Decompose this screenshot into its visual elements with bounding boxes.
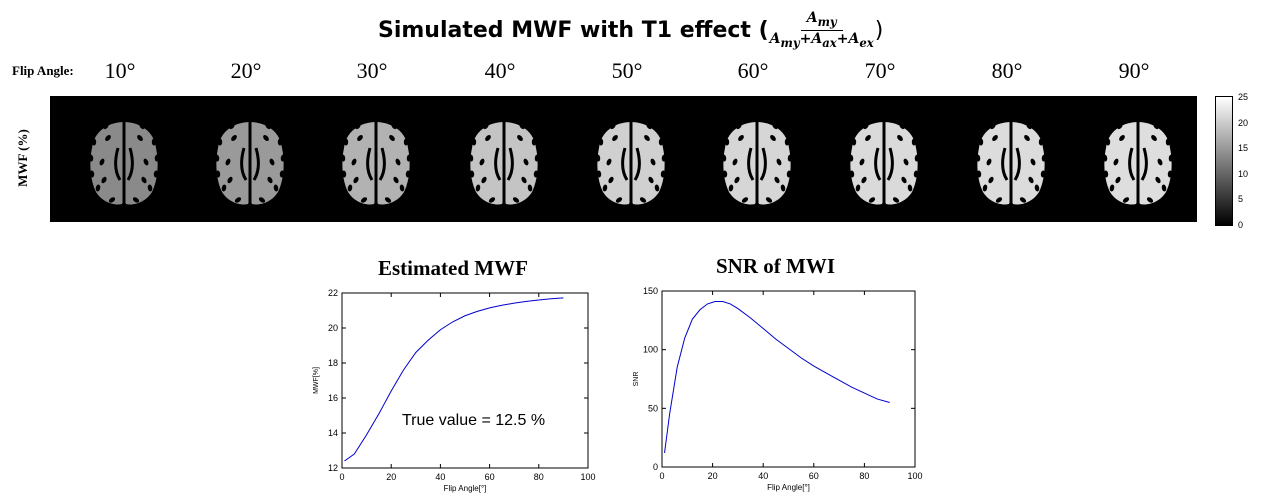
series-line (344, 297, 564, 462)
flip-angle-3: 30° (356, 58, 388, 83)
x-tick-label: 60 (809, 471, 819, 481)
brain-slice-6 (721, 122, 793, 205)
y-axis-label: MWF[%] (313, 367, 320, 394)
flip-angle-7: 70° (864, 58, 896, 83)
formula-denominator: Amy+Aax+Aex (769, 30, 874, 50)
flip-angle-9: 90° (1118, 58, 1150, 83)
y-tick-label: 0 (653, 462, 658, 472)
brain-slice-3 (340, 122, 412, 205)
x-tick-label: 0 (339, 472, 344, 482)
annotation-true-value: True value = 12.5 % (402, 412, 545, 429)
brain-slice-9 (1102, 122, 1174, 205)
brain-slice-5 (595, 122, 667, 205)
y-tick-label: 12 (328, 463, 338, 473)
figure-title-suffix: ) (874, 17, 884, 43)
flip-angle-5: 50° (611, 58, 643, 83)
snr-chart: 0 20 40 60 80 100 0 50 100 150 Flip Angle[°] SNR (633, 286, 923, 492)
x-tick-label: 80 (534, 472, 544, 482)
formula-numerator: Amy (800, 10, 843, 31)
y-tick-label: 22 (328, 288, 338, 298)
brain-slice-1 (88, 122, 160, 205)
flip-angle-1: 10° (104, 58, 136, 83)
series-line (664, 301, 890, 453)
x-tick-label: 0 (659, 471, 664, 481)
colorbar-tick: 20 (1238, 117, 1249, 128)
colorbar-tick: 5 (1238, 194, 1244, 204)
x-tick-label: 40 (435, 472, 445, 482)
flip-angle-label: Flip Angle: (12, 63, 74, 78)
x-axis-label: Flip Angle[°] (767, 483, 810, 492)
x-axis-label: Flip Angle[°] (444, 484, 487, 493)
flip-angle-6: 60° (737, 58, 769, 83)
figure-title-prefix: Simulated MWF with T1 effect ( (378, 17, 769, 43)
colorbar (1215, 96, 1233, 226)
y-axis-label: SNR (633, 372, 640, 387)
y-tick-label: 18 (328, 358, 338, 368)
brain-slice-7 (848, 122, 920, 205)
estimated-mwf-title: Estimated MWF (378, 256, 528, 280)
colorbar-tick: 0 (1238, 219, 1244, 230)
y-tick-label: 150 (643, 286, 658, 296)
y-tick-label: 20 (328, 323, 338, 333)
x-tick-label: 100 (907, 471, 922, 481)
snr-title: SNR of MWI (716, 254, 835, 278)
figure-title: Simulated MWF with T1 effect ( Amy Amy+A… (378, 10, 883, 50)
x-tick-label: 80 (859, 471, 869, 481)
brain-slice-8 (975, 122, 1047, 205)
estimated-mwf-chart: 0 20 40 60 80 100 12 14 16 18 20 22 Flip Angle[°] MWF… (313, 288, 596, 493)
brain-slice-4 (468, 122, 540, 205)
x-tick-label: 20 (386, 472, 396, 482)
colorbar-tick: 15 (1238, 143, 1249, 153)
brain-slice-2 (214, 122, 286, 205)
y-tick-label: 14 (328, 428, 338, 438)
plot-area (661, 290, 916, 468)
flip-angle-2: 20° (230, 58, 262, 83)
x-tick-label: 60 (485, 472, 495, 482)
y-tick-label: 16 (328, 393, 338, 403)
x-tick-label: 20 (708, 471, 718, 481)
x-tick-label: 100 (580, 472, 595, 482)
y-tick-label: 100 (643, 345, 658, 355)
flip-angle-4: 40° (484, 58, 516, 83)
flip-angle-8: 80° (991, 58, 1023, 83)
x-tick-label: 40 (758, 471, 768, 481)
colorbar-tick: 10 (1238, 168, 1249, 179)
colorbar-tick: 25 (1238, 92, 1249, 102)
brain-images (88, 122, 1174, 205)
plot-area (341, 292, 589, 469)
mwf-image-strip (50, 96, 1197, 222)
y-tick-label: 50 (648, 403, 658, 413)
mwf-formula-fraction: Amy Amy+Aax+Aex (770, 10, 874, 51)
mwf-axis-label: MWF (%) (15, 129, 30, 187)
